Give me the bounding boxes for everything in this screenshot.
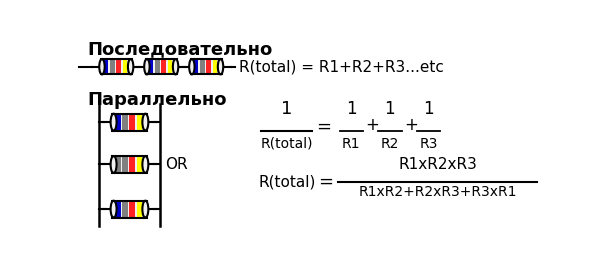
Ellipse shape	[111, 114, 117, 130]
Bar	[137, 201, 142, 217]
Bar	[213, 59, 217, 74]
Bar	[116, 201, 120, 217]
Bar	[130, 157, 135, 172]
Text: 1: 1	[281, 100, 292, 118]
Text: Параллельно: Параллельно	[88, 91, 227, 109]
Ellipse shape	[142, 201, 148, 218]
Bar	[161, 59, 166, 74]
Text: =: =	[318, 173, 333, 191]
Bar	[102, 59, 131, 74]
Bar	[103, 59, 108, 74]
Bar	[114, 156, 145, 173]
Bar	[116, 59, 121, 74]
Ellipse shape	[128, 59, 133, 74]
Bar	[206, 59, 211, 74]
Bar	[200, 59, 205, 74]
Text: 1: 1	[346, 100, 356, 118]
Bar	[148, 59, 153, 74]
Ellipse shape	[173, 59, 178, 74]
Bar	[110, 59, 115, 74]
Ellipse shape	[218, 59, 223, 74]
Text: R1: R1	[342, 137, 361, 151]
Text: R(total) = R1+R2+R3...etc: R(total) = R1+R2+R3...etc	[239, 59, 444, 74]
Bar	[114, 114, 145, 130]
Text: =: =	[317, 118, 331, 136]
Ellipse shape	[99, 59, 105, 74]
Text: R(total): R(total)	[258, 175, 316, 190]
Bar	[130, 201, 135, 217]
Text: 1: 1	[423, 100, 434, 118]
Text: R(total): R(total)	[261, 137, 313, 151]
Ellipse shape	[189, 59, 195, 74]
Text: OR: OR	[165, 157, 188, 172]
Bar	[123, 59, 128, 74]
Text: 1: 1	[385, 100, 395, 118]
Bar	[122, 201, 128, 217]
Ellipse shape	[142, 114, 148, 130]
Bar	[114, 201, 145, 218]
Bar	[168, 59, 173, 74]
Text: R1xR2xR3: R1xR2xR3	[398, 157, 477, 172]
Bar	[116, 157, 120, 172]
Bar	[192, 59, 221, 74]
Text: R1xR2+R2xR3+R3xR1: R1xR2+R2xR3+R3xR1	[358, 185, 517, 199]
Bar	[147, 59, 176, 74]
Ellipse shape	[144, 59, 150, 74]
Ellipse shape	[142, 156, 148, 173]
Bar	[137, 114, 142, 130]
Text: R2: R2	[381, 137, 399, 151]
Text: Последовательно: Последовательно	[88, 40, 273, 58]
Ellipse shape	[111, 156, 117, 173]
Ellipse shape	[111, 201, 117, 218]
Bar	[130, 114, 135, 130]
Bar	[137, 157, 142, 172]
Text: R3: R3	[420, 137, 438, 151]
Bar	[155, 59, 160, 74]
Bar	[122, 157, 128, 172]
Text: +: +	[404, 116, 418, 134]
Text: +: +	[365, 116, 379, 134]
Bar	[116, 114, 120, 130]
Bar	[122, 114, 128, 130]
Bar	[193, 59, 198, 74]
